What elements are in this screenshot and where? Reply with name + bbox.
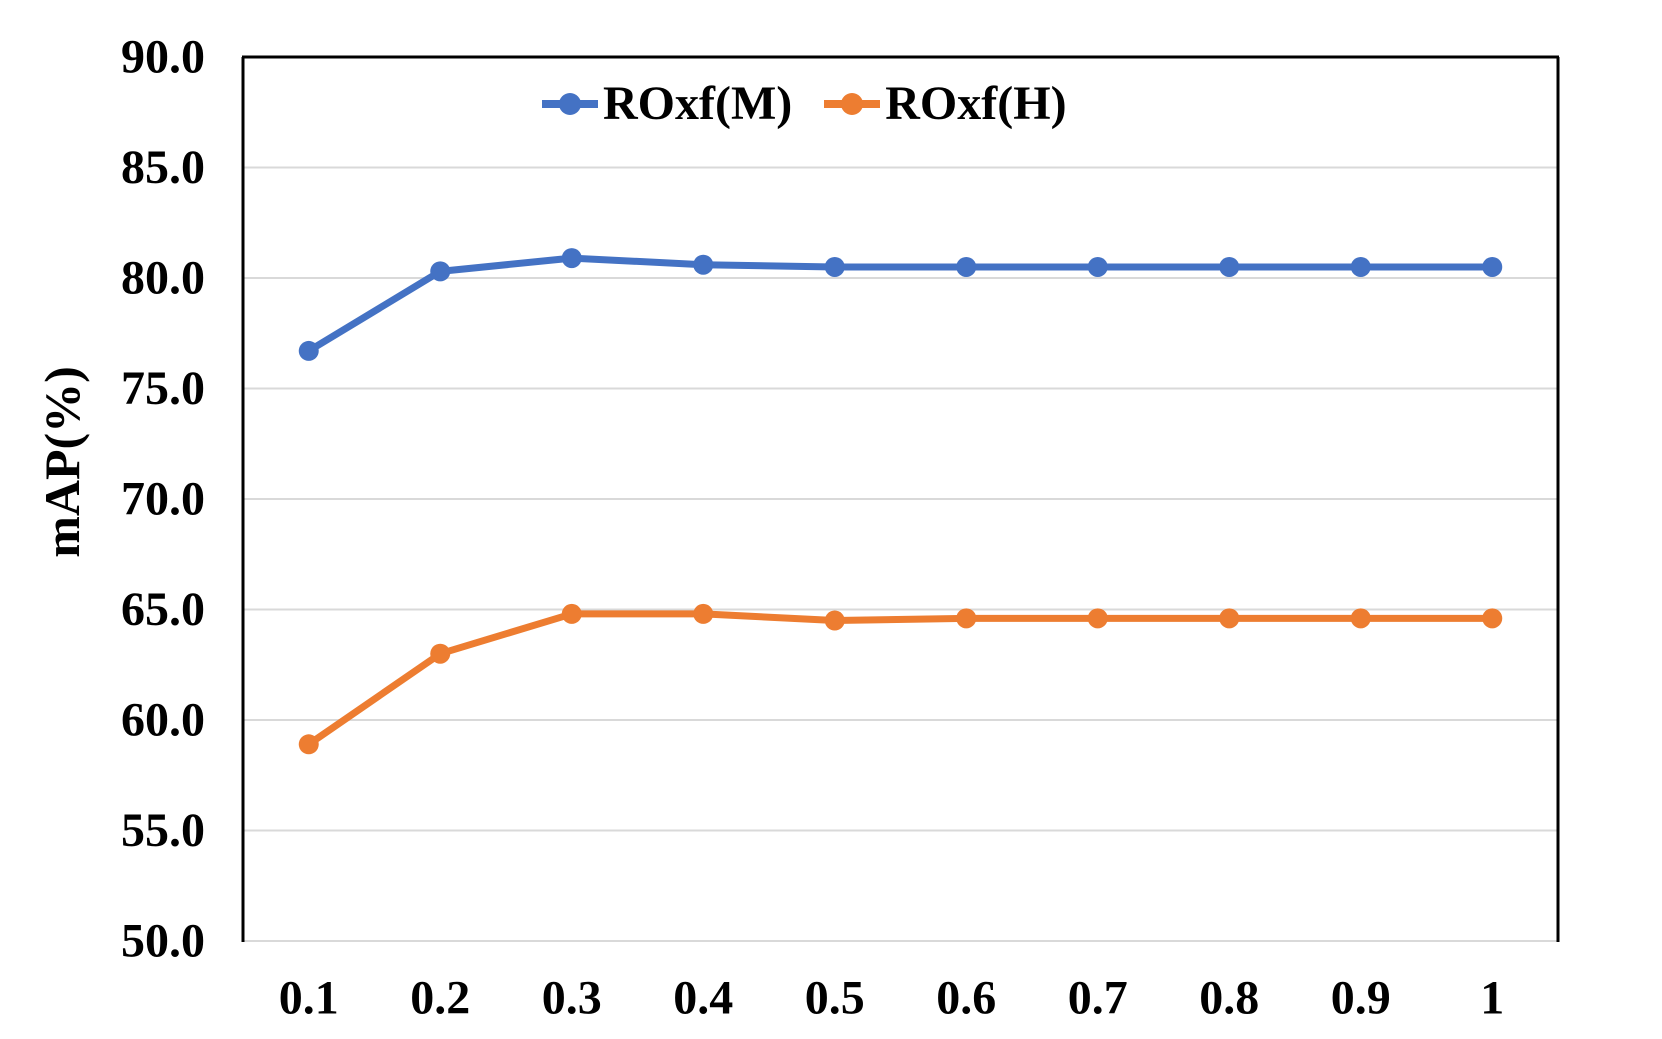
data-point-0-9 bbox=[1482, 256, 1503, 277]
y-tick-label-70.0: 70.0 bbox=[121, 473, 205, 526]
data-point-1-0 bbox=[298, 734, 319, 755]
x-tick-label-0.9: 0.9 bbox=[1331, 972, 1391, 1025]
y-tick-label-75.0: 75.0 bbox=[121, 362, 205, 415]
data-point-1-7 bbox=[1219, 608, 1240, 629]
y-tick-label-85.0: 85.0 bbox=[121, 141, 205, 194]
y-axis-title: mAP(%) bbox=[34, 366, 90, 558]
legend-marker-roxf-h bbox=[824, 93, 881, 115]
y-tick-label-55.0: 55.0 bbox=[121, 804, 205, 857]
data-point-1-8 bbox=[1350, 608, 1371, 629]
x-tick-label-0.1: 0.1 bbox=[279, 972, 339, 1025]
legend-item-roxf-m: ROxf(M) bbox=[542, 80, 792, 128]
data-point-0-3 bbox=[693, 254, 714, 275]
legend-label-roxf-h: ROxf(H) bbox=[885, 77, 1067, 130]
data-point-1-9 bbox=[1482, 608, 1503, 629]
data-point-0-6 bbox=[1087, 256, 1108, 277]
y-tick-label-60.0: 60.0 bbox=[121, 694, 205, 747]
x-tick-label-0.6: 0.6 bbox=[936, 972, 996, 1025]
data-point-1-4 bbox=[824, 610, 845, 631]
data-point-1-3 bbox=[693, 603, 714, 624]
x-tick-label-0.3: 0.3 bbox=[542, 972, 602, 1025]
data-point-0-7 bbox=[1219, 256, 1240, 277]
x-tick-label-0.7: 0.7 bbox=[1068, 972, 1128, 1025]
legend-label-roxf-m: ROxf(M) bbox=[603, 77, 793, 130]
y-tick-label-80.0: 80.0 bbox=[121, 252, 205, 305]
data-point-1-2 bbox=[561, 603, 582, 624]
data-point-0-0 bbox=[298, 340, 319, 361]
legend: ROxf(M) ROxf(H) bbox=[542, 80, 1067, 128]
series-line-1 bbox=[305, 610, 1496, 748]
x-tick-label-0.5: 0.5 bbox=[805, 972, 865, 1025]
series-line-0 bbox=[305, 254, 1496, 355]
y-tick-label-90.0: 90.0 bbox=[121, 31, 205, 84]
data-point-1-5 bbox=[956, 608, 977, 629]
data-point-0-1 bbox=[430, 261, 451, 282]
data-point-0-5 bbox=[956, 256, 977, 277]
data-point-1-1 bbox=[430, 643, 451, 664]
y-tick-label-50.0: 50.0 bbox=[121, 915, 205, 968]
data-point-0-4 bbox=[824, 256, 845, 277]
x-tick-label-0.4: 0.4 bbox=[673, 972, 733, 1025]
legend-item-roxf-h: ROxf(H) bbox=[824, 77, 1067, 130]
x-tick-label-0.2: 0.2 bbox=[410, 972, 470, 1025]
x-tick-label-0.8: 0.8 bbox=[1199, 972, 1259, 1025]
y-tick-label-65.0: 65.0 bbox=[121, 583, 205, 636]
data-point-1-6 bbox=[1087, 608, 1108, 629]
legend-marker-roxf-m bbox=[542, 93, 598, 115]
x-tick-label-1: 1 bbox=[1480, 972, 1504, 1025]
data-point-0-2 bbox=[561, 248, 582, 269]
data-point-0-8 bbox=[1350, 256, 1371, 277]
